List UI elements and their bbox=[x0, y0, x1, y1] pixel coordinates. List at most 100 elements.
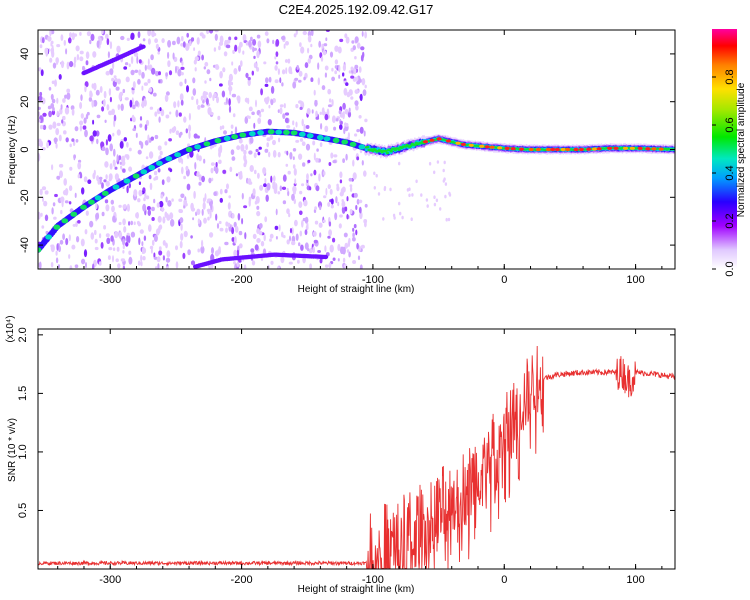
spectrogram-noise-point bbox=[277, 151, 281, 158]
x-tick-label: -100 bbox=[362, 574, 384, 586]
spectrogram-noise-point bbox=[112, 215, 116, 223]
spectrogram-noise-point bbox=[133, 221, 136, 225]
spectrogram-noise-point bbox=[183, 205, 186, 209]
spectrogram-noise-point bbox=[92, 119, 95, 125]
spectrogram-noise-point bbox=[221, 90, 226, 98]
spectrogram-noise-point bbox=[109, 41, 113, 50]
spectrogram-noise-point bbox=[203, 158, 206, 164]
spectrogram-noise-point bbox=[85, 114, 89, 120]
signal-peak-point bbox=[479, 144, 485, 148]
spectrogram-noise-point bbox=[342, 72, 345, 77]
spectrogram-noise-point bbox=[341, 200, 346, 208]
spectrogram-noise-point bbox=[298, 70, 303, 77]
spectrogram-noise-point bbox=[98, 261, 102, 266]
spectrogram-noise-point bbox=[156, 256, 161, 263]
spectrogram-noise-point bbox=[260, 108, 265, 113]
spectrogram-noise-point bbox=[142, 38, 146, 42]
spectrogram-noise-point bbox=[285, 41, 289, 46]
spectrogram-noise-point bbox=[100, 242, 104, 249]
spectrogram-noise-point bbox=[120, 35, 125, 41]
main-trace-peak bbox=[140, 169, 148, 175]
spectrogram-noise-point bbox=[147, 134, 150, 143]
spectrogram-marks bbox=[38, 30, 675, 269]
spectrogram-noise-point bbox=[266, 182, 271, 191]
spectrogram-noise-point bbox=[254, 200, 258, 205]
spectrogram-noise-point bbox=[179, 81, 183, 87]
spectrogram-noise-point bbox=[260, 240, 265, 247]
spectrogram-noise-point bbox=[130, 69, 135, 76]
spectrogram-noise-point bbox=[346, 196, 349, 202]
signal-band-point bbox=[384, 149, 388, 153]
spectrogram-noise-point bbox=[346, 213, 349, 220]
spectrogram-noise-point bbox=[288, 213, 291, 218]
spectrogram-noise-point bbox=[288, 261, 293, 265]
spectrogram-noise-point bbox=[184, 78, 187, 85]
spectrogram-noise-point bbox=[60, 60, 65, 69]
spectrogram-noise-point bbox=[344, 122, 349, 127]
spectrogram-noise-point bbox=[215, 162, 218, 168]
spectrogram-noise-point bbox=[241, 218, 244, 225]
spectrogram-noise-point bbox=[69, 265, 73, 269]
spectrogram-noise-point bbox=[292, 185, 297, 193]
spectrogram-noise-point bbox=[319, 142, 323, 148]
spectrogram-noise-point bbox=[108, 173, 113, 181]
spectrogram-noise-point bbox=[232, 49, 235, 55]
spectrogram-noise-point bbox=[74, 264, 79, 269]
spectrogram-noise-point bbox=[295, 233, 299, 241]
spectrogram-noise-point bbox=[122, 250, 125, 254]
spectrogram-noise-point bbox=[175, 109, 179, 118]
spectrogram-noise-point bbox=[130, 220, 133, 226]
spectrogram-noise-point bbox=[344, 108, 349, 115]
spectrogram-noise-point bbox=[39, 44, 43, 49]
spectrogram-noise-point bbox=[264, 178, 267, 184]
spectrogram-noise-point bbox=[243, 205, 248, 209]
signal-peak-point bbox=[596, 147, 602, 151]
x-tick-label: 100 bbox=[626, 574, 644, 586]
spectrogram-noise-point bbox=[279, 185, 282, 192]
spectrogram-noise-point bbox=[81, 258, 86, 265]
spectrogram-noise-point bbox=[343, 87, 348, 96]
spectrogram-noise-point bbox=[219, 35, 224, 44]
spectrogram-noise-point bbox=[141, 247, 147, 254]
spectrogram-noise-point bbox=[364, 31, 367, 39]
spectrogram-noise-point bbox=[244, 158, 248, 166]
snr-ylabel: SNR (10 * v/v) bbox=[7, 418, 18, 482]
spectrogram-noise-point bbox=[296, 65, 300, 70]
spectrogram-noise-point bbox=[445, 217, 448, 222]
spectrogram-noise-point bbox=[147, 209, 151, 216]
spectrogram-noise-point bbox=[76, 236, 80, 243]
spectrogram-noise-point bbox=[264, 31, 269, 36]
spectrogram-noise-point bbox=[342, 246, 346, 255]
spectrogram-noise-point bbox=[259, 113, 262, 118]
spectrogram-noise-point bbox=[165, 196, 168, 203]
colorbar-label: Normalized spectral amplitude bbox=[736, 82, 747, 217]
spectrogram-noise-point bbox=[141, 71, 145, 79]
spectrogram-noise-point bbox=[73, 56, 77, 64]
spectrogram-noise-point bbox=[118, 92, 122, 101]
spectrogram-noise-point bbox=[130, 32, 135, 40]
spectrogram-noise-point bbox=[149, 106, 154, 110]
spectrogram-noise-point bbox=[203, 66, 206, 70]
spectrogram-noise-point bbox=[223, 130, 227, 135]
spectrogram-noise-point bbox=[298, 79, 302, 83]
spectrogram-noise-point bbox=[39, 91, 43, 97]
spectrogram-noise-point bbox=[293, 33, 297, 38]
main-trace-peak bbox=[185, 146, 193, 153]
spectrogram-noise-point bbox=[334, 65, 338, 69]
spectrogram-noise-point bbox=[339, 214, 343, 218]
spectrogram-xlabel: Height of straight line (km) bbox=[298, 284, 415, 295]
spectrogram-noise-point bbox=[173, 101, 177, 109]
spectrogram-noise-point bbox=[274, 56, 277, 60]
spectrogram-noise-point bbox=[144, 140, 149, 146]
spectrogram-noise-point bbox=[85, 60, 89, 66]
spectrogram-noise-point bbox=[300, 46, 305, 54]
spectrogram-noise-point bbox=[175, 130, 180, 135]
spectrogram-noise-point bbox=[92, 263, 95, 269]
main-trace-peak bbox=[283, 129, 290, 135]
spectrogram-noise-point bbox=[44, 190, 49, 195]
spectrogram-noise-point bbox=[347, 240, 351, 248]
spectrogram-noise-point bbox=[303, 76, 306, 81]
secondary-trace-point bbox=[323, 254, 329, 260]
spectrogram-noise-point bbox=[82, 65, 85, 71]
